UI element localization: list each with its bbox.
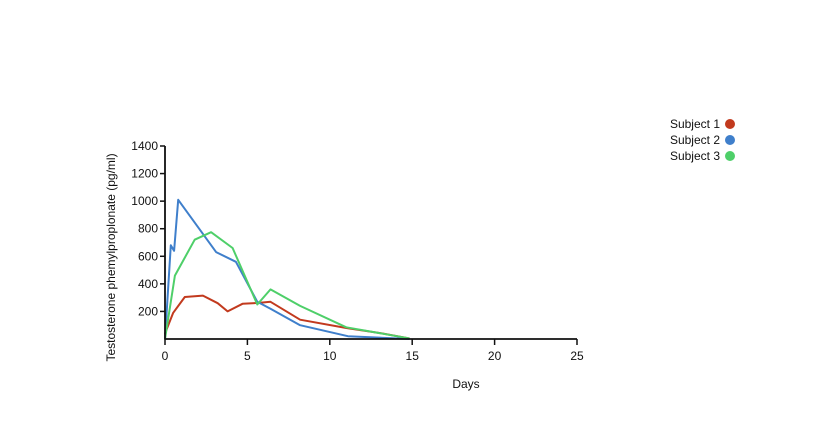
x-tick-label: 5 (244, 349, 251, 363)
legend-marker-1 (725, 119, 735, 129)
x-tick-label: 15 (406, 349, 420, 363)
x-axis-label: Days (452, 377, 479, 391)
y-tick-label: 1000 (131, 194, 158, 208)
y-tick-label: 400 (138, 277, 158, 291)
y-tick-label: 1200 (131, 167, 158, 181)
x-tick-label: 20 (488, 349, 502, 363)
legend-marker-2 (725, 135, 735, 145)
y-axis-label: Testosterone phemylproplonate (pg/ml) (104, 153, 118, 361)
y-tick-label: 1400 (131, 139, 158, 153)
y-tick-label: 600 (138, 249, 158, 263)
y-tick-label: 200 (138, 304, 158, 318)
legend-label-3: Subject 3 (670, 149, 720, 163)
x-tick-label: 10 (323, 349, 337, 363)
legend: Subject 1 Subject 2 Subject 3 (670, 117, 735, 163)
x-tick-label: 0 (162, 349, 169, 363)
series-line-3 (164, 231, 410, 340)
x-ticks: 0 5 10 15 20 25 (162, 339, 584, 363)
plot-area (164, 198, 410, 340)
legend-marker-3 (725, 151, 735, 161)
axes (164, 146, 577, 340)
y-ticks: 200 400 600 800 1000 1200 1400 (131, 139, 165, 318)
legend-label-2: Subject 2 (670, 133, 720, 147)
legend-label-1: Subject 1 (670, 117, 720, 131)
series-line-2 (164, 198, 410, 340)
y-tick-label: 800 (138, 222, 158, 236)
x-tick-label: 25 (570, 349, 584, 363)
